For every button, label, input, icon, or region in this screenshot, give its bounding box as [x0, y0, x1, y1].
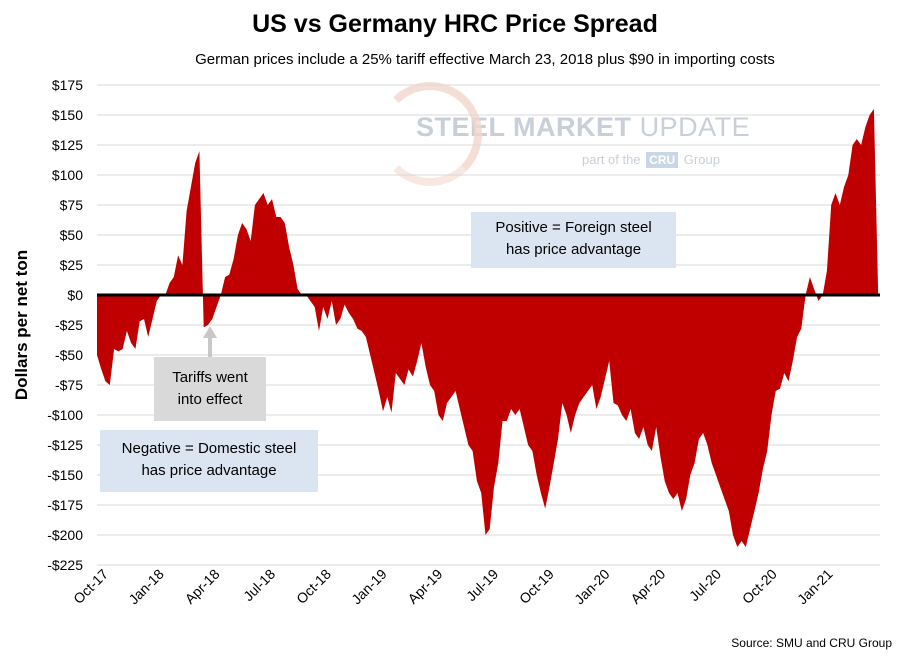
x-tick-label: Apr-19	[404, 566, 445, 607]
y-tick-label: -$25	[55, 317, 83, 333]
x-tick-label: Oct-20	[739, 566, 780, 607]
x-tick-label: Apr-20	[627, 566, 668, 607]
x-tick-label: Jul-19	[463, 566, 501, 604]
y-tick-label: -$150	[47, 467, 83, 483]
y-tick-label: -$225	[47, 557, 83, 573]
spread-area	[97, 109, 879, 547]
tariff-arrow-head	[203, 326, 217, 338]
x-tick-label: Jan-21	[794, 566, 836, 608]
steel-market-update-logo: STEEL MARKET UPDATE part of the CRU Grou…	[378, 82, 750, 186]
logo-wordmark: STEEL MARKET UPDATE	[416, 112, 750, 143]
y-tick-label: $125	[52, 137, 83, 153]
y-tick-label: -$100	[47, 407, 83, 423]
positive-annotation: Positive = Foreign steel has price advan…	[471, 212, 676, 268]
y-axis-label: Dollars per net ton	[12, 250, 31, 400]
logo-group: Group	[683, 152, 720, 167]
x-tick-label: Oct-18	[293, 566, 334, 607]
logo-update: UPDATE	[639, 112, 751, 142]
x-axis-ticks: Oct-17 Jan-18 Apr-18 Jul-18 Oct-18 Jan-19 Apr-…	[70, 566, 836, 608]
chart-title: US vs Germany HRC Price Spread	[252, 10, 658, 38]
tariff-arrow-icon	[203, 326, 217, 357]
negative-annotation-line2: has price advantage	[141, 462, 277, 479]
y-tick-label: $25	[60, 257, 84, 273]
spread-area-path	[97, 109, 879, 547]
logo-cru-badge: CRU	[646, 152, 679, 168]
tariff-annotation-line2: into effect	[177, 391, 243, 408]
y-tick-label: -$125	[47, 437, 83, 453]
logo-part-of: part of the	[582, 152, 641, 167]
x-tick-label: Jan-19	[348, 566, 390, 608]
y-tick-label: $0	[67, 287, 83, 303]
source-note: Source: SMU and CRU Group	[731, 636, 892, 650]
x-tick-label: Jan-18	[125, 566, 167, 608]
x-tick-label: Jan-20	[571, 566, 613, 608]
y-tick-label: $75	[60, 197, 84, 213]
logo-market: MARKET	[513, 112, 632, 142]
logo-arc-icon	[378, 82, 482, 186]
y-axis-ticks: $175 $150 $125 $100 $75 $50 $25 $0 -$25 -$50 -$75 -…	[47, 77, 83, 573]
x-tick-label: Jul-18	[240, 566, 278, 604]
y-tick-label: $100	[52, 167, 83, 183]
y-tick-label: $150	[52, 107, 83, 123]
y-tick-label: $175	[52, 77, 83, 93]
negative-annotation-line1: Negative = Domestic steel	[121, 440, 297, 457]
chart-subtitle: German prices include a 25% tariff effec…	[195, 51, 775, 68]
tariff-annotation-line1: Tariffs went	[172, 369, 248, 386]
y-tick-label: $50	[60, 227, 84, 243]
positive-annotation-line1: Positive = Foreign steel	[495, 219, 652, 236]
negative-annotation: Negative = Domestic steel has price adva…	[100, 430, 318, 492]
positive-annotation-line2: has price advantage	[505, 241, 642, 258]
x-tick-label: Oct-19	[516, 566, 557, 607]
y-tick-label: -$175	[47, 497, 83, 513]
x-tick-label: Apr-18	[182, 566, 223, 607]
tariff-annotation: Tariffs went into effect	[154, 357, 266, 421]
y-tick-label: -$75	[55, 377, 83, 393]
x-tick-label: Jul-20	[686, 566, 724, 604]
logo-subline: part of the CRU Group	[582, 152, 720, 168]
y-tick-label: -$200	[47, 527, 83, 543]
y-tick-label: -$50	[55, 347, 83, 363]
